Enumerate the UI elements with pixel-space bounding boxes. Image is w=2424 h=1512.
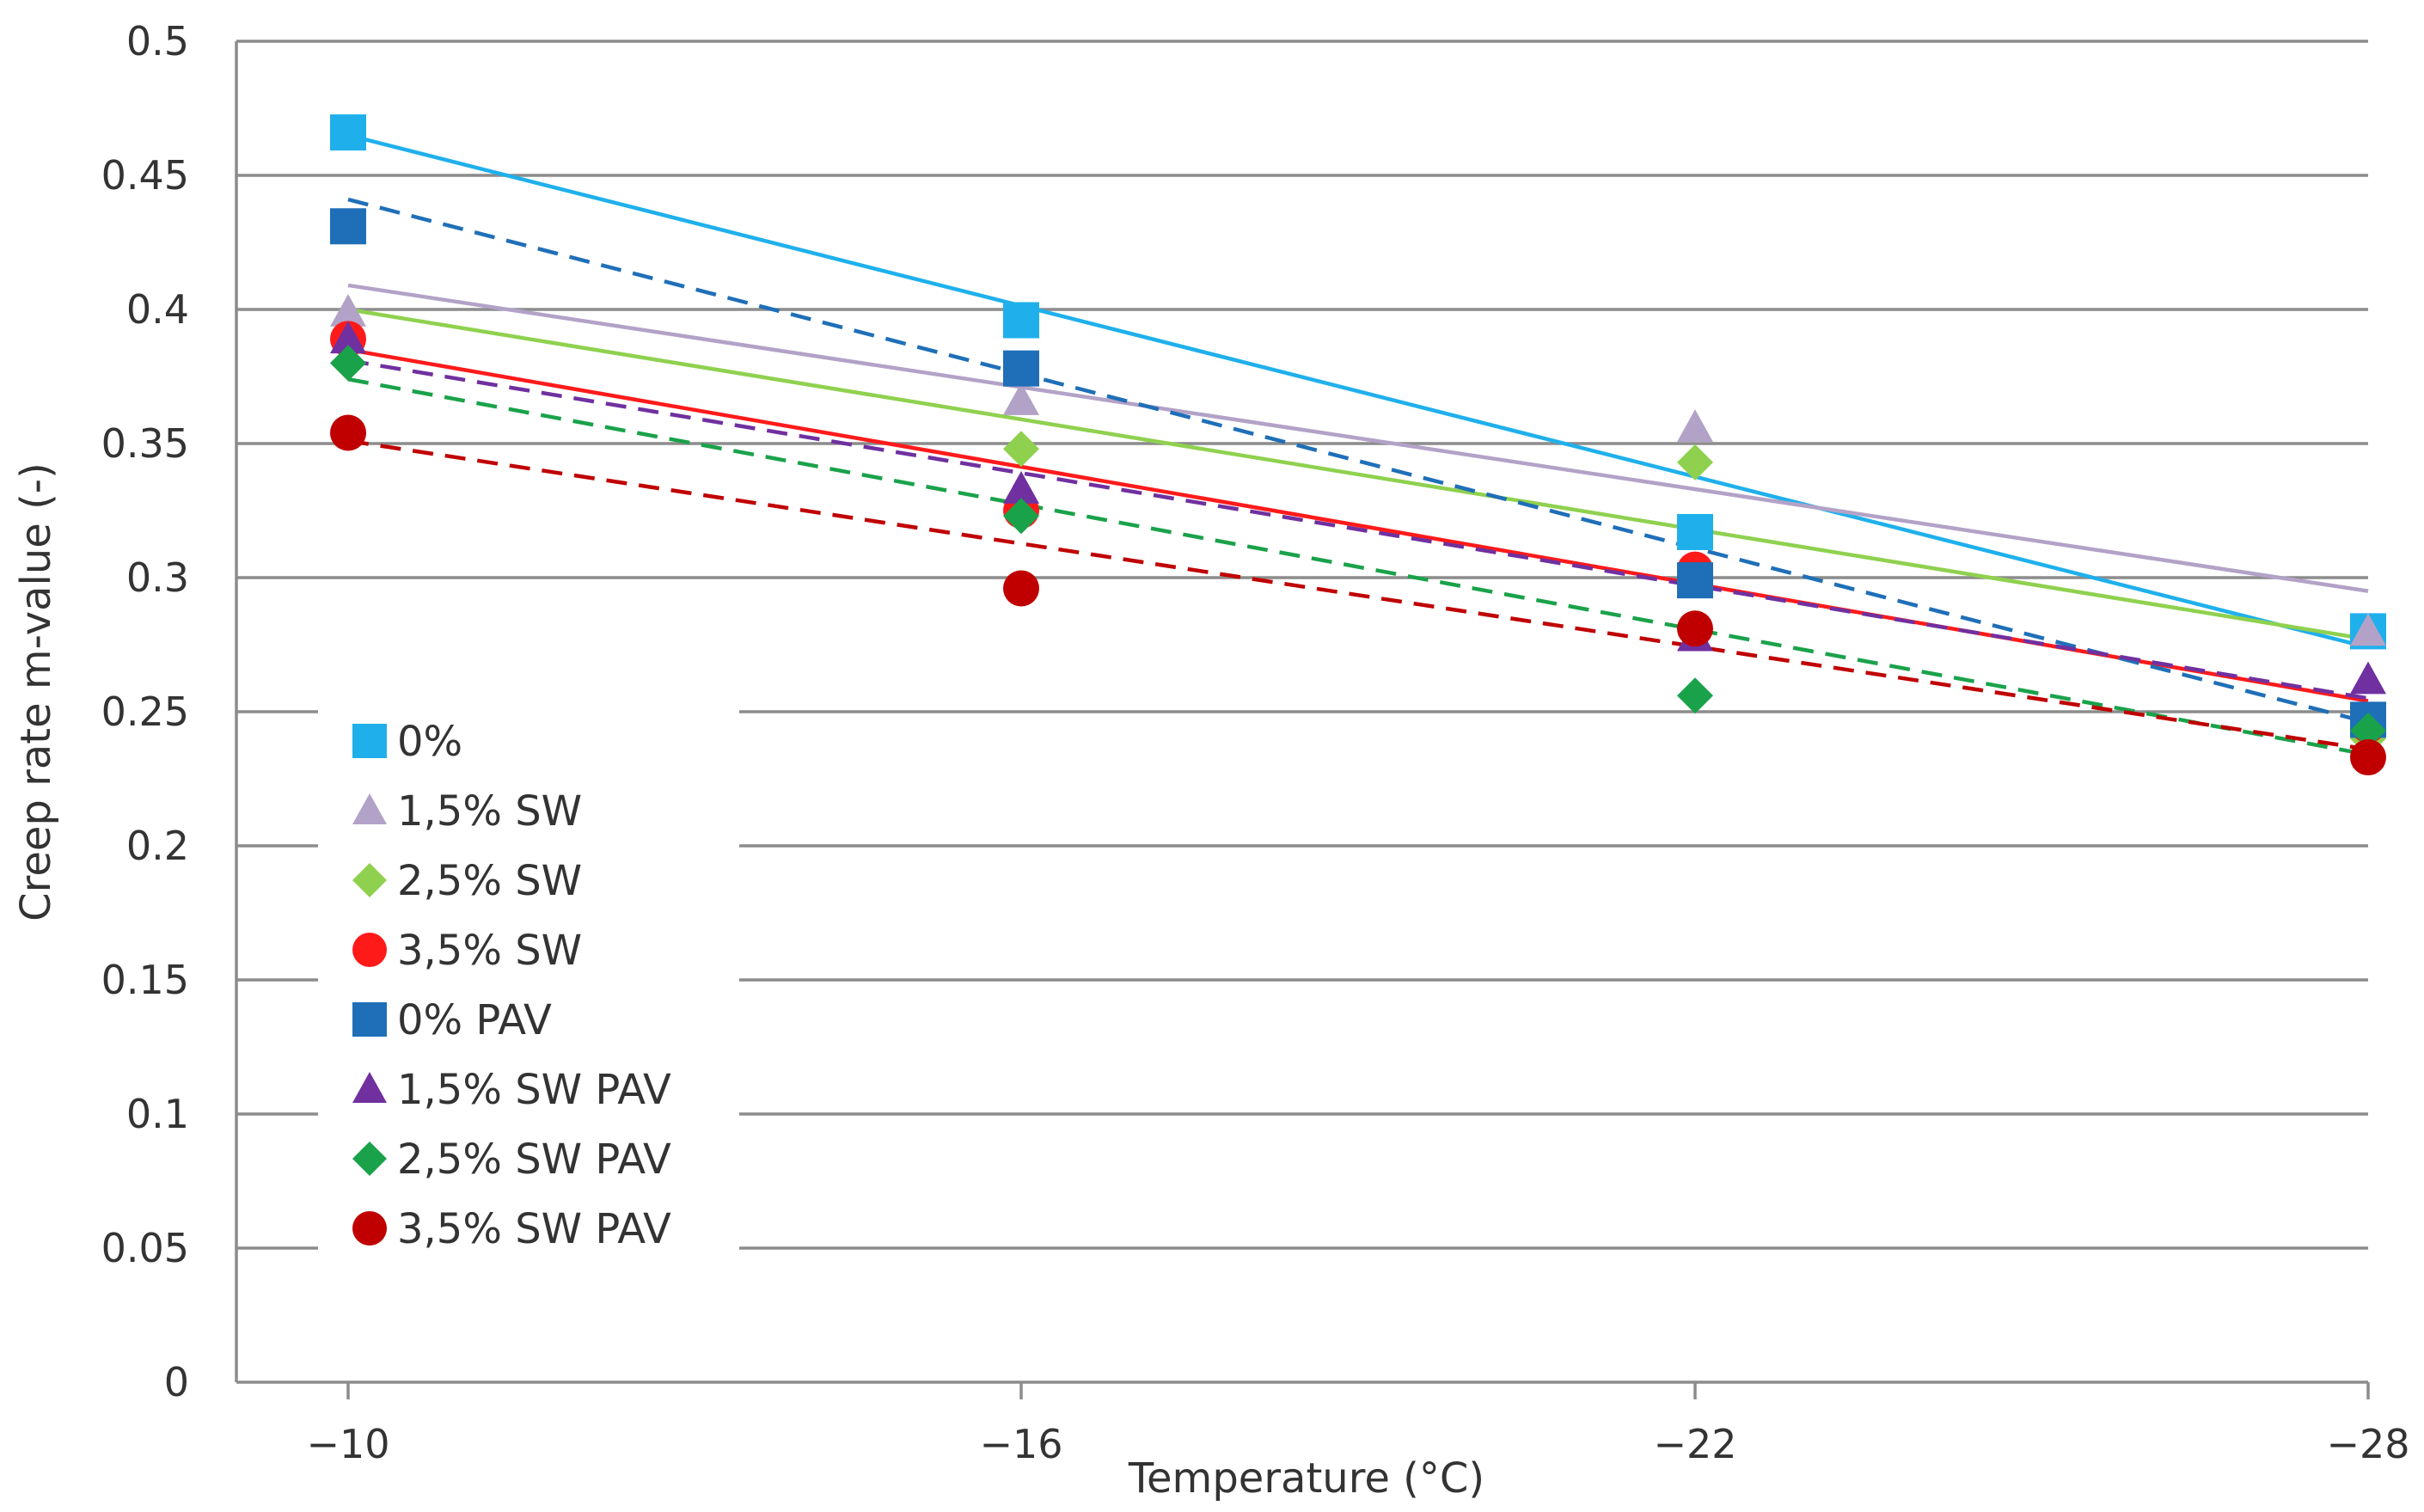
- data-point: [1003, 383, 1039, 415]
- data-point: [1003, 302, 1039, 339]
- x-axis-title: Temperature (°C): [1128, 1454, 1484, 1503]
- trendline: [347, 438, 2369, 751]
- legend-marker: [352, 1002, 387, 1037]
- data-point: [1677, 409, 1713, 443]
- y-tick-label: 0.45: [101, 152, 189, 199]
- y-axis-title: Creep rate m-value (-): [12, 462, 60, 921]
- data-points: [330, 114, 2386, 776]
- legend-label: 2,5% SW: [397, 857, 582, 905]
- data-point: [1003, 498, 1039, 535]
- x-tick-label: −28: [2326, 1421, 2409, 1467]
- y-tick-label: 0.25: [101, 689, 189, 735]
- legend-marker: [352, 1211, 387, 1246]
- legend: 0% 1,5% SW 2,5% SW 3,5% SW 0% PAV 1,5% SW PAV…: [352, 718, 671, 1253]
- data-point: [1677, 610, 1713, 647]
- data-point: [1677, 562, 1713, 599]
- data-point: [1003, 471, 1039, 504]
- legend-marker: [352, 724, 387, 758]
- data-point: [330, 345, 366, 382]
- legend-label: 1,5% SW: [397, 787, 582, 836]
- legend-label: 3,5% SW: [397, 927, 582, 975]
- trendline: [347, 133, 2369, 650]
- y-tick-label: 0: [164, 1359, 189, 1405]
- axes: [235, 41, 2370, 1399]
- y-tick-label: 0.5: [126, 18, 189, 64]
- x-tick-labels: −10 −16 −22 −28: [306, 1421, 2409, 1467]
- trendline: [347, 307, 2369, 641]
- trendline: [347, 197, 2369, 725]
- data-point: [2350, 712, 2386, 749]
- y-tick-labels: 0 0.05 0.1 0.15 0.2 0.25 0.3 0.35 0.4 0.45 0.5: [101, 18, 189, 1405]
- data-point: [1677, 444, 1713, 481]
- y-tick-label: 0.05: [101, 1225, 189, 1271]
- data-point: [1003, 350, 1039, 387]
- data-point: [1003, 570, 1039, 607]
- legend-label: 1,5% SW PAV: [397, 1066, 671, 1114]
- data-point: [330, 114, 366, 151]
- trendline: [347, 358, 2369, 701]
- data-point: [330, 294, 366, 327]
- legend-label: 0%: [397, 718, 462, 766]
- legend-label: 0% PAV: [397, 996, 552, 1044]
- data-point: [2350, 613, 2386, 646]
- x-tick-label: −16: [979, 1421, 1062, 1467]
- trendline: [347, 376, 2369, 757]
- legend-label: 3,5% SW PAV: [397, 1205, 671, 1253]
- trendlines: [347, 133, 2369, 757]
- legend-label: 2,5% SW PAV: [397, 1136, 671, 1184]
- y-tick-label: 0.1: [126, 1091, 189, 1137]
- data-point: [1003, 431, 1039, 468]
- legend-background: [318, 701, 739, 1268]
- legend-marker: [352, 1142, 387, 1176]
- trendline: [347, 283, 2369, 593]
- legend-marker: [352, 863, 387, 897]
- legend-marker: [352, 1072, 387, 1103]
- y-tick-label: 0.15: [101, 957, 189, 1003]
- legend-marker: [352, 793, 387, 824]
- data-point: [2350, 739, 2386, 776]
- y-tick-label: 0.4: [126, 286, 189, 333]
- x-tick-label: −10: [306, 1421, 389, 1467]
- data-point: [330, 321, 366, 354]
- data-point: [2350, 661, 2386, 695]
- data-point: [330, 208, 366, 245]
- y-tick-label: 0.3: [126, 554, 189, 601]
- x-tick-label: −22: [1653, 1421, 1736, 1467]
- data-point: [330, 414, 366, 451]
- legend-marker: [352, 933, 387, 967]
- data-point: [1677, 513, 1713, 550]
- data-point: [1677, 677, 1713, 714]
- y-tick-label: 0.35: [101, 420, 189, 467]
- y-tick-label: 0.2: [126, 823, 189, 869]
